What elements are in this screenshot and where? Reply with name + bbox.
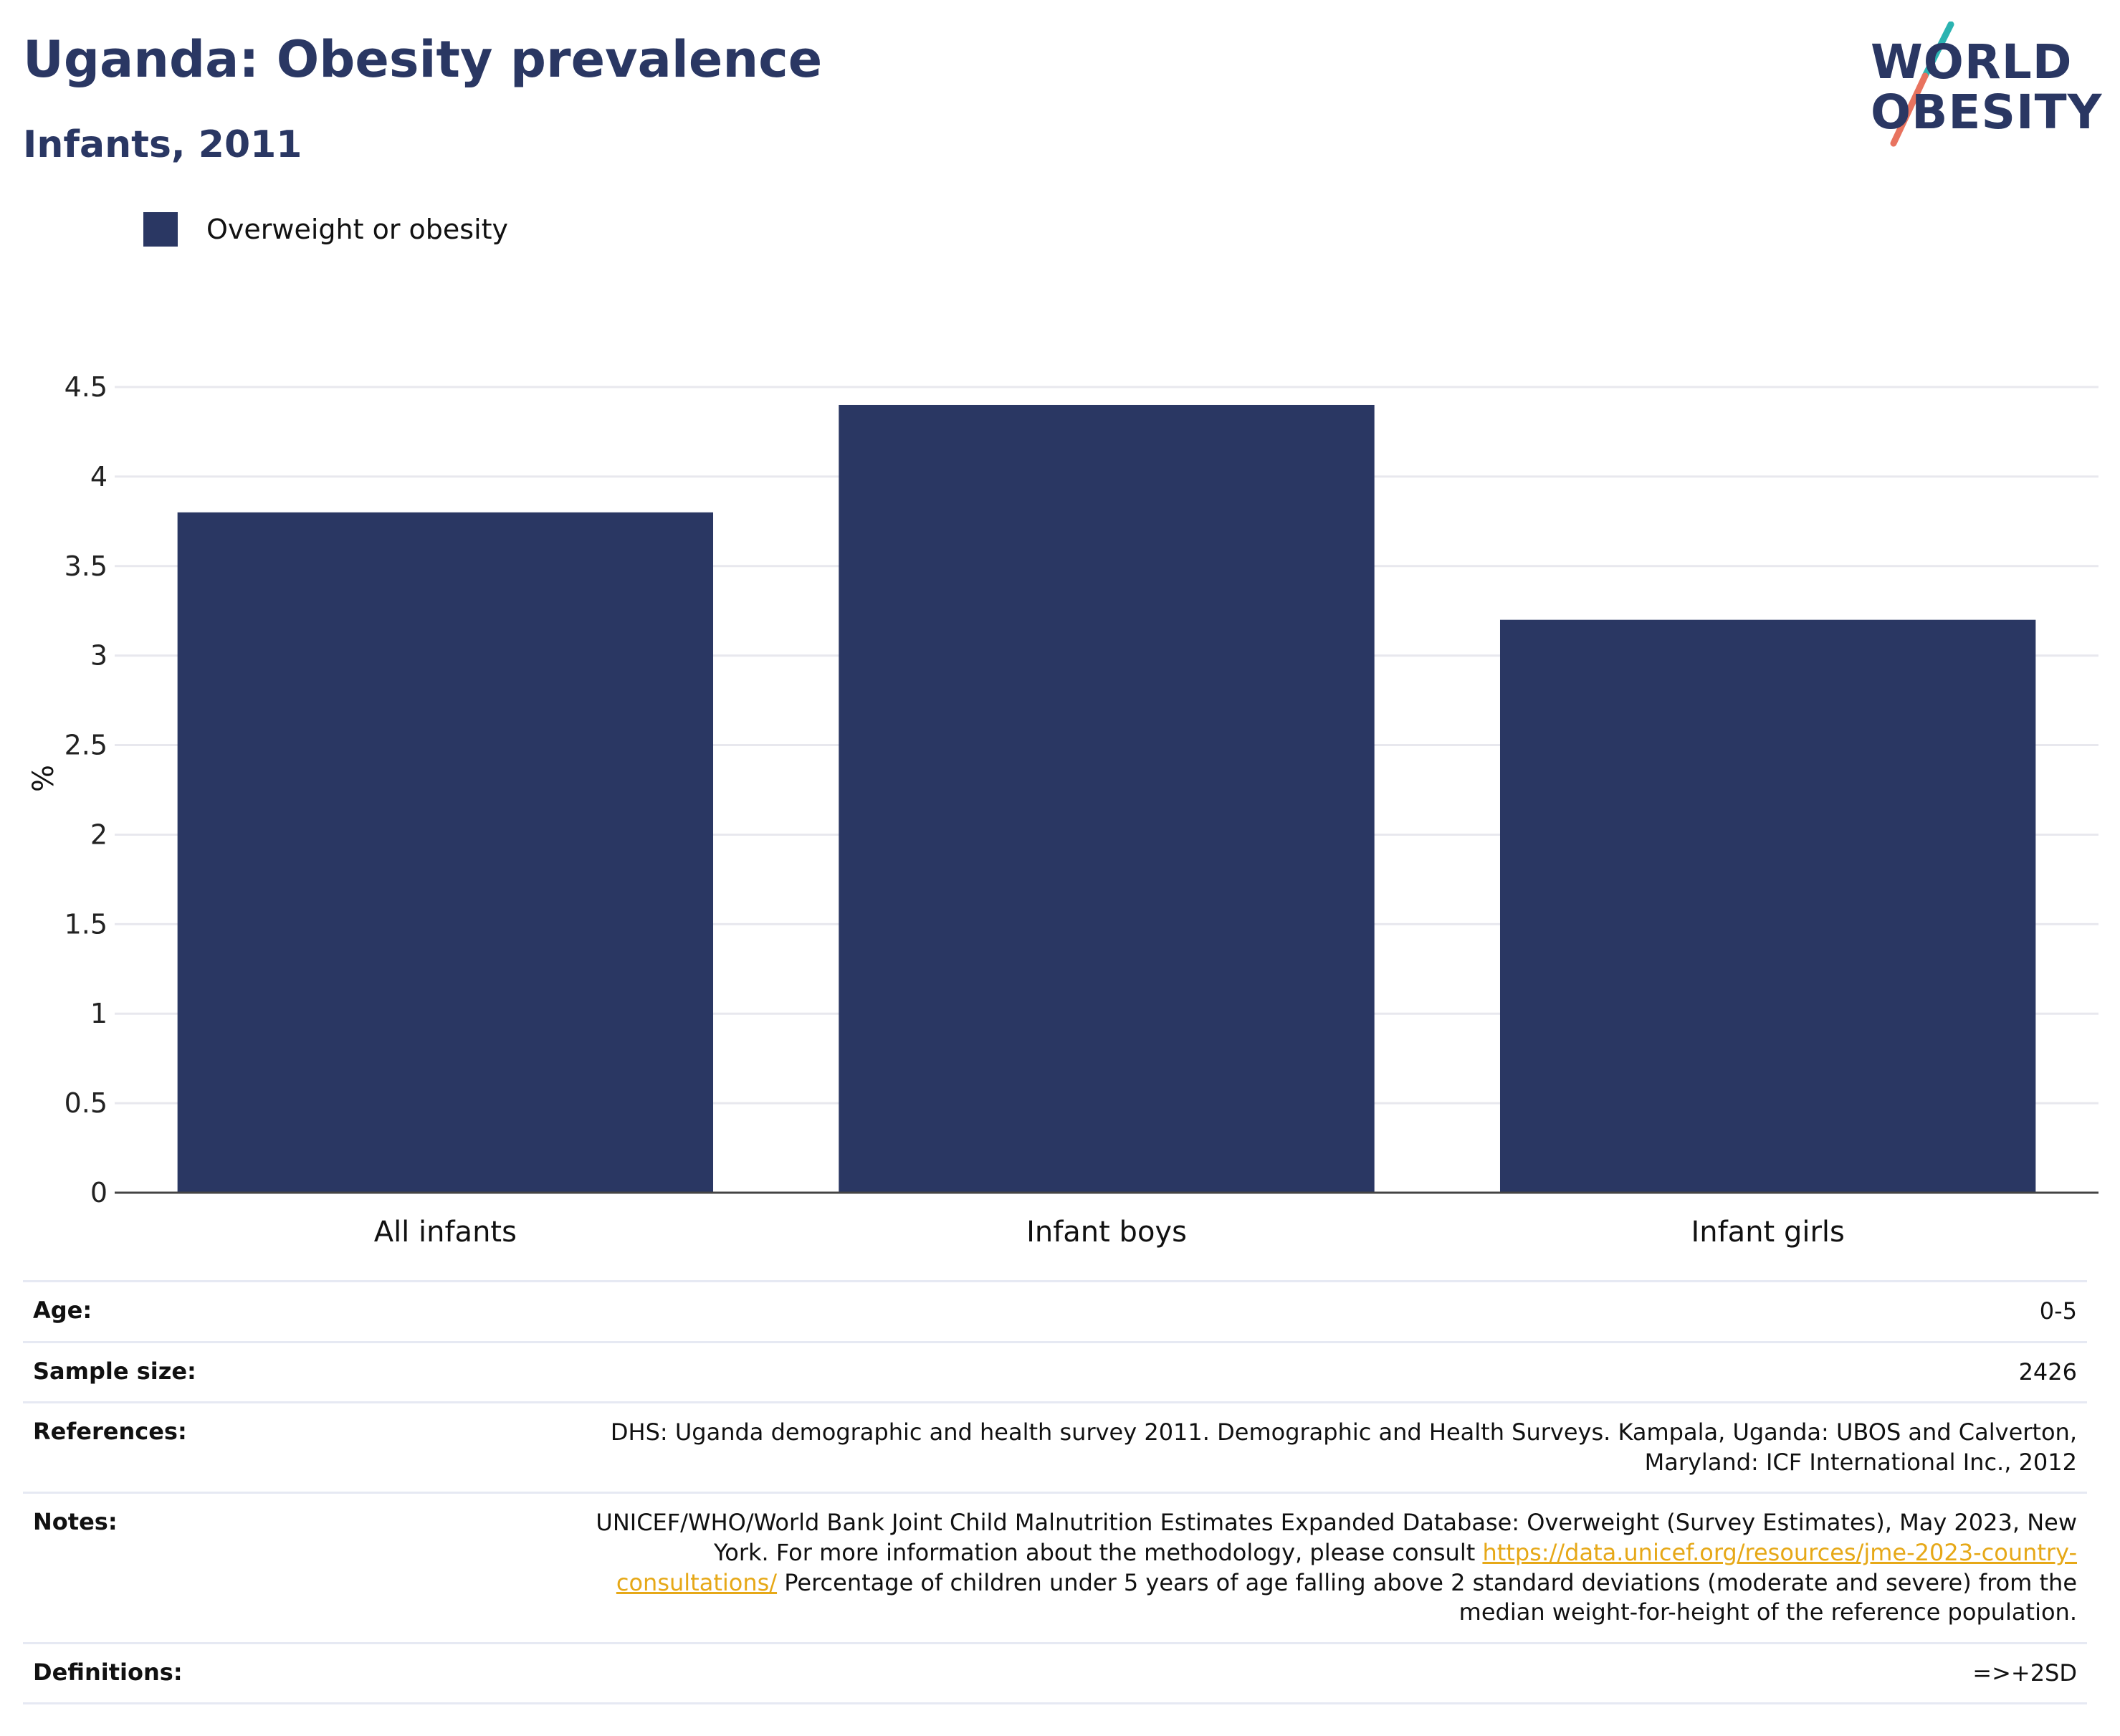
y-tick-label: 4.5 (65, 371, 108, 403)
info-row-references: References: DHS: Uganda demographic and … (23, 1401, 2087, 1492)
y-tick-label: 3 (90, 640, 108, 672)
chart-subtitle: Infants, 2011 (23, 123, 302, 166)
y-axis-label: % (27, 765, 60, 792)
y-tick-label: 4 (90, 461, 108, 492)
notes-value: UNICEF/WHO/World Bank Joint Child Malnut… (586, 1508, 2077, 1627)
sample-size-label: Sample size: (33, 1357, 196, 1385)
y-tick-label: 2 (90, 819, 108, 850)
age-label: Age: (33, 1297, 92, 1324)
references-value: DHS: Uganda demographic and health surve… (610, 1418, 2077, 1476)
legend-swatch (143, 212, 178, 247)
notes-label: Notes: (33, 1508, 118, 1536)
notes-text-continued: Percentage of children under 5 years of … (784, 1568, 2077, 1626)
bar (177, 512, 714, 1193)
logo-word-obesity: OBESITY (1871, 85, 2103, 140)
info-table: Age: 0-5 Sample size: 2426 References: D… (23, 1280, 2087, 1705)
bar-chart: 0 0.5 1 1.5 2 2.5 3 3.5 4 4.5 All infants Infant bo… (27, 371, 2098, 1249)
logo-word-world: WORLD (1871, 34, 2073, 90)
y-tick-label: 2.5 (65, 730, 108, 761)
definitions-label: Definitions: (33, 1658, 183, 1686)
world-obesity-logo: WORLD OBESITY (1871, 22, 2103, 151)
y-tick-label: 0 (90, 1177, 108, 1208)
legend-label: Overweight or obesity (206, 214, 509, 245)
notes-text: UNICEF/WHO/World Bank Joint Child Malnut… (596, 1509, 2077, 1566)
x-tick-label: All infants (374, 1216, 517, 1249)
info-row-definitions: Definitions: =>+2SD (23, 1641, 2087, 1705)
y-tick-label: 3.5 (65, 550, 108, 582)
age-value: 0-5 (2039, 1297, 2077, 1325)
notes-link[interactable]: https://data.unicef.org/resources/jme-20… (616, 1538, 2077, 1596)
sample-size-value: 2426 (2018, 1358, 2077, 1386)
definitions-value: =>+2SD (1972, 1659, 2077, 1687)
y-tick-label: 1.5 (65, 908, 108, 940)
info-row-notes: Notes: UNICEF/WHO/World Bank Joint Child… (23, 1492, 2087, 1641)
info-row-age: Age: 0-5 (23, 1280, 2087, 1341)
logo-slash-icon (1890, 22, 1954, 147)
chart-legend: Overweight or obesity (143, 212, 508, 247)
x-tick-label: Infant girls (1691, 1216, 1844, 1249)
y-tick-label: 1 (90, 998, 108, 1029)
chart-title: Uganda: Obesity prevalence (23, 30, 823, 89)
references-label: References: (33, 1418, 187, 1446)
x-tick-label: Infant boys (1026, 1216, 1187, 1249)
y-tick-label: 0.5 (65, 1087, 108, 1119)
bar (839, 404, 1375, 1193)
info-row-sample-size: Sample size: 2426 (23, 1340, 2087, 1402)
bar (1499, 619, 2036, 1193)
